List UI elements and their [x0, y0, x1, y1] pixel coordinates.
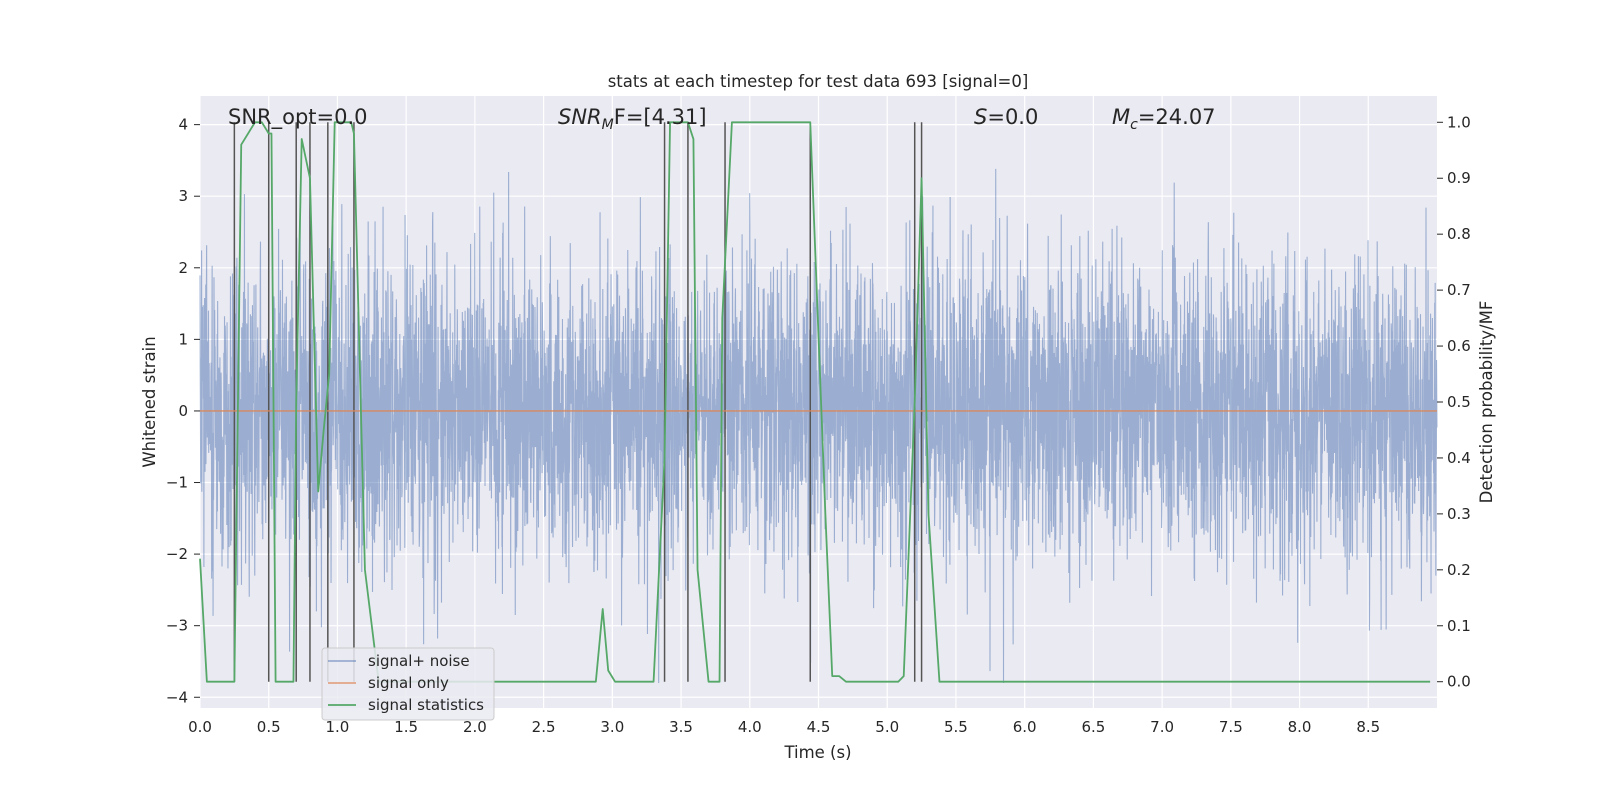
- legend-box: [321, 647, 495, 721]
- y-tick-label-left: 2: [178, 259, 188, 277]
- x-tick-label: 0.0: [188, 718, 212, 736]
- y-tick-label-right: 0.6: [1447, 337, 1471, 355]
- annotation-s-symbol: S: [974, 105, 987, 129]
- noise-series: [199, 168, 1438, 683]
- x-tick-label: 2.5: [532, 718, 556, 736]
- annotation-mc-symbol: M: [1112, 105, 1130, 129]
- x-tick-label: 0.5: [257, 718, 281, 736]
- chart-title: stats at each timestep for test data 693…: [608, 72, 1029, 91]
- x-tick-label: 4.5: [807, 718, 831, 736]
- annotation-mc: Mc=24.07: [1112, 105, 1216, 133]
- annotation-s: S=0.0: [974, 105, 1038, 129]
- signal-noise-line: [199, 168, 1438, 683]
- annotation-snr-opt: SNR_opt=0.0: [228, 105, 368, 130]
- annotation-snr-mf-symbol: SNR: [558, 105, 602, 129]
- ticks: 0.0 0.5 1.0 1.5 2.0 2.5 3.0 3.5 4.0 4.5 5.0 5.5 6.0 6…: [166, 113, 1471, 736]
- x-tick-label: 6.5: [1081, 718, 1105, 736]
- y-tick-label-right: 0.2: [1447, 561, 1471, 579]
- legend-label-statistics: signal statistics: [368, 696, 484, 714]
- legend: signal+ noise signal only signal statist…: [321, 647, 495, 721]
- y-tick-label-right: 0.7: [1447, 281, 1471, 299]
- y-tick-label-right: 0.0: [1447, 673, 1471, 691]
- x-tick-label: 5.0: [875, 718, 899, 736]
- y-axis-label-right: Detection probability/MF: [1477, 301, 1496, 504]
- y-tick-label-left: 0: [178, 402, 188, 420]
- x-axis-label: Time (s): [783, 743, 851, 762]
- y-tick-label-left: 3: [178, 187, 188, 205]
- y-tick-label-right: 0.1: [1447, 617, 1471, 635]
- x-tick-label: 1.0: [326, 718, 350, 736]
- x-tick-label: 1.5: [394, 718, 418, 736]
- y-tick-label-right: 1.0: [1447, 113, 1471, 131]
- x-tick-label: 7.5: [1219, 718, 1243, 736]
- y-tick-label-right: 0.9: [1447, 169, 1471, 187]
- signal-statistics-series: [199, 121, 1431, 683]
- annotation-snr-mf: SNRMF=[4.31]: [558, 105, 707, 133]
- annotation-snr-mf-subscript: M: [602, 117, 614, 133]
- y-tick-label-right: 0.8: [1447, 225, 1471, 243]
- x-tick-label: 3.5: [669, 718, 693, 736]
- x-tick-label: 7.0: [1150, 718, 1174, 736]
- x-tick-label: 3.0: [600, 718, 624, 736]
- y-tick-label-right: 0.5: [1447, 393, 1471, 411]
- annotation-mc-subscript: c: [1130, 117, 1138, 133]
- x-tick-label: 4.0: [738, 718, 762, 736]
- x-tick-label: 5.5: [944, 718, 968, 736]
- annotation-snr-mf-value: F=[4.31]: [614, 105, 707, 129]
- annotation-mc-value: =24.07: [1138, 105, 1216, 129]
- x-tick-label: 8.5: [1356, 718, 1380, 736]
- y-tick-label-left: 4: [178, 116, 188, 134]
- legend-label-signal-only: signal only: [368, 674, 449, 692]
- y-tick-label-left: −2: [166, 545, 188, 563]
- y-tick-label-right: 0.4: [1447, 449, 1471, 467]
- y-tick-label-left: −1: [166, 474, 188, 492]
- x-tick-label: 6.0: [1013, 718, 1037, 736]
- y-axis-label-left: Whitened strain: [140, 336, 159, 467]
- annotation-s-value: =0.0: [987, 105, 1038, 129]
- y-tick-label-left: −4: [166, 688, 188, 706]
- legend-label-noise: signal+ noise: [368, 652, 470, 670]
- y-tick-label-left: −3: [166, 617, 188, 635]
- signal-statistics-line: [199, 121, 1431, 683]
- y-tick-label-right: 0.3: [1447, 505, 1471, 523]
- x-tick-label: 8.0: [1288, 718, 1312, 736]
- y-tick-label-left: 1: [178, 330, 188, 348]
- x-tick-label: 2.0: [463, 718, 487, 736]
